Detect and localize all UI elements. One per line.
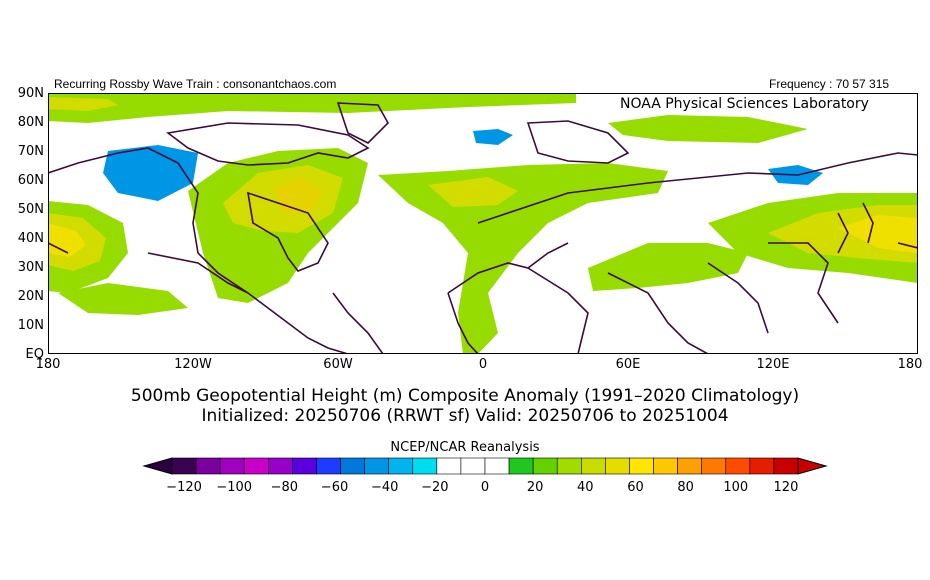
colorbar-tick-label: −20 — [421, 480, 449, 495]
anomaly-positive-arctic-east — [608, 115, 808, 143]
colorbar-tick-label: 100 — [723, 480, 749, 495]
anomaly-map — [48, 93, 918, 354]
colorbar-swatch — [484, 457, 510, 475]
map-title: 500mb Geopotential Height (m) Composite … — [130, 386, 800, 406]
colorbar-tick-label: −40 — [370, 480, 399, 495]
colorbar-tick-label: −60 — [320, 480, 349, 495]
colorbar-swatch — [340, 457, 365, 475]
colorbar — [142, 457, 828, 475]
lon-label-120e: 120E — [756, 357, 790, 372]
colorbar-swatch — [725, 457, 751, 475]
colorbar-swatch — [653, 457, 678, 475]
colorbar-tick-label: 120 — [773, 480, 799, 495]
header-right: Frequency : 70 57 315 — [769, 77, 890, 91]
anomaly-negative-arctic — [473, 129, 513, 145]
colorbar-swatch — [268, 457, 293, 475]
colorbar-swatch — [581, 457, 606, 475]
colorbar-swatch — [701, 457, 727, 475]
anomaly-positive-asia — [588, 243, 748, 291]
colorbar-arrow-low — [142, 457, 173, 475]
colorbar-tick-label: −120 — [166, 480, 202, 495]
colorbar-swatch — [629, 457, 654, 475]
colorbar-tick-label: −100 — [216, 480, 253, 495]
map-subtitle: Initialized: 20250706 (RRWT sf) Valid: 2… — [201, 406, 729, 426]
colorbar-swatch — [412, 457, 438, 475]
colorbar-swatch — [364, 457, 389, 475]
colorbar-swatch — [460, 457, 486, 475]
lat-label-90n: 90N — [17, 86, 44, 101]
lon-label-0: 0 — [478, 357, 488, 372]
colorbar-tick-label: 40 — [577, 480, 594, 495]
anomaly-positive-arctic — [48, 93, 576, 123]
colorbar-swatch — [556, 457, 582, 475]
colorbar-arrow-high — [797, 457, 828, 475]
anomaly-positive-pacific-coast — [58, 283, 188, 315]
lat-label-60n: 60N — [17, 173, 44, 188]
colorbar-swatch — [773, 457, 799, 475]
anomaly-positive-atlantic-europe — [378, 163, 668, 354]
colorbar-tick-label: 20 — [526, 480, 544, 495]
colorbar-swatch — [316, 457, 341, 475]
reanalysis-label: NCEP/NCAR Reanalysis — [390, 440, 540, 455]
lat-label-50n: 50N — [17, 202, 44, 217]
lat-label-40n: 40N — [17, 231, 44, 246]
lat-label-10n: 10N — [17, 318, 44, 333]
colorbar-swatch — [292, 457, 317, 475]
anomaly-negative-alaska — [103, 145, 198, 201]
colorbar-swatch — [677, 457, 702, 475]
colorbar-tick-label: 0 — [480, 480, 490, 495]
colorbar-swatch — [508, 457, 534, 475]
map-panel — [48, 93, 918, 354]
coastlines — [48, 102, 918, 354]
lat-label-70n: 70N — [17, 144, 44, 159]
colorbar-swatch — [388, 457, 414, 475]
lon-label-180e: 180 — [897, 357, 923, 372]
credit-label: NOAA Physical Sciences Laboratory — [616, 94, 873, 114]
colorbar-swatch — [532, 457, 558, 475]
lon-label-180w: 180 — [35, 357, 61, 372]
colorbar-swatch — [243, 457, 269, 475]
lat-label-80n: 80N — [17, 115, 44, 130]
lon-label-60w: 60W — [323, 357, 353, 372]
lon-label-120w: 120W — [174, 357, 212, 372]
colorbar-tick-label: 60 — [627, 480, 644, 495]
colorbar-swatch — [436, 457, 462, 475]
colorbar-tick-label: 80 — [677, 480, 694, 495]
header-left: Recurring Rossby Wave Train : consonantc… — [54, 77, 337, 91]
lat-label-eq: EQ — [25, 347, 44, 362]
colorbar-tick-label: −80 — [270, 480, 299, 495]
colorbar-swatch — [195, 457, 221, 475]
colorbar-swatch — [219, 457, 245, 475]
lon-label-60e: 60E — [615, 357, 641, 372]
lat-label-20n: 20N — [17, 289, 44, 304]
colorbar-swatch — [171, 457, 197, 475]
colorbar-swatch — [749, 457, 775, 475]
colorbar-swatch — [605, 457, 630, 475]
lat-label-30n: 30N — [17, 260, 44, 275]
